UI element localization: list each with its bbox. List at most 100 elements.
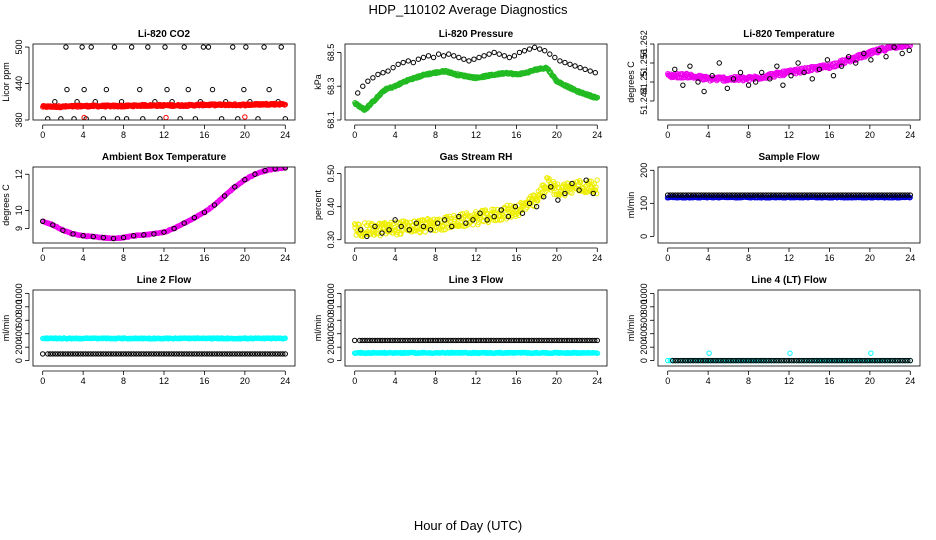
- x-tick-label: 8: [433, 253, 438, 263]
- data-point: [557, 58, 563, 64]
- data-point: [816, 66, 823, 73]
- data-point: [672, 357, 678, 364]
- data-point: [683, 192, 689, 198]
- data-point: [907, 357, 913, 364]
- data-point: [886, 192, 893, 198]
- data-point: [838, 63, 845, 69]
- data-point: [826, 357, 833, 364]
- data-point: [244, 351, 251, 357]
- data-point: [58, 116, 64, 120]
- data-point: [427, 227, 434, 233]
- data-point: [440, 337, 446, 344]
- data-point: [148, 351, 155, 357]
- data-point: [463, 337, 469, 344]
- data-point: [440, 53, 447, 59]
- data-point: [156, 351, 162, 357]
- data-point: [460, 337, 467, 344]
- data-point: [382, 337, 388, 344]
- data-point: [706, 350, 712, 356]
- x-tick-label: 20: [865, 130, 875, 140]
- data-point: [490, 337, 497, 344]
- data-point: [402, 337, 408, 344]
- x-tick-label: 20: [240, 376, 250, 386]
- data-point: [417, 337, 424, 344]
- data-point: [778, 192, 784, 198]
- x-axis: 0 4 8 12 16 20 24: [352, 370, 602, 386]
- data-point: [834, 357, 840, 364]
- data-point: [151, 351, 157, 357]
- data-point: [521, 337, 527, 344]
- data-point: [200, 44, 207, 50]
- data-point: [470, 217, 476, 223]
- x-tick-label: 8: [121, 376, 126, 386]
- data-point: [125, 351, 132, 357]
- data-point: [511, 337, 517, 344]
- chart-title: Gas Stream RH: [440, 152, 513, 163]
- data-point: [100, 234, 107, 241]
- data-point: [372, 337, 378, 344]
- data-point: [110, 351, 117, 357]
- data-point: [555, 197, 561, 203]
- data-point: [435, 337, 441, 344]
- data-point: [758, 357, 764, 364]
- data-point: [743, 357, 749, 364]
- x-tick-label: 12: [784, 253, 794, 263]
- data-point: [531, 44, 538, 51]
- data-point: [904, 44, 910, 47]
- data-point: [62, 351, 69, 357]
- y-axis-label: kPa: [313, 74, 323, 90]
- data-point: [239, 351, 246, 357]
- data-point: [384, 337, 391, 344]
- data-point: [380, 70, 386, 76]
- data-point: [835, 192, 841, 198]
- y-tick-label: 400: [14, 326, 24, 341]
- data-point: [219, 351, 225, 357]
- data-point: [163, 114, 169, 120]
- x-tick-label: 4: [706, 130, 711, 140]
- data-point: [262, 351, 268, 357]
- data-point: [907, 192, 913, 198]
- data-point: [733, 357, 739, 364]
- data-point: [470, 337, 477, 344]
- data-point: [55, 351, 61, 357]
- data-point: [889, 192, 895, 198]
- x-tick-label: 4: [81, 376, 86, 386]
- x-tick-label: 0: [352, 376, 357, 386]
- data-point: [110, 235, 117, 242]
- data-point: [52, 351, 59, 357]
- data-point: [526, 46, 533, 52]
- data-point: [130, 351, 137, 357]
- chart-panel-3: Li-820 Temperature degrees C 0 4 8 12 16 20 24 51…: [626, 29, 921, 140]
- data-point: [362, 337, 368, 344]
- data-point: [456, 213, 462, 220]
- data-point: [801, 357, 807, 364]
- data-point: [836, 357, 843, 364]
- y-tick-label: 51.262: [639, 30, 649, 58]
- y-axis: 9 10 12: [14, 169, 30, 231]
- data-point: [352, 222, 359, 228]
- data-point: [766, 357, 772, 364]
- data-point: [523, 337, 530, 344]
- data-point: [243, 44, 249, 50]
- data-point: [786, 357, 792, 364]
- data-point: [868, 192, 875, 198]
- data-point: [850, 192, 857, 198]
- data-point: [791, 357, 797, 364]
- data-point: [879, 357, 886, 364]
- data-point: [732, 192, 738, 198]
- data-point: [80, 351, 86, 357]
- data-point: [812, 192, 818, 198]
- data-point: [863, 192, 870, 198]
- data-point: [905, 357, 911, 364]
- data-point: [481, 218, 487, 224]
- data-point: [899, 192, 906, 198]
- data-point: [824, 57, 831, 63]
- data-point: [476, 54, 482, 61]
- data-point: [583, 177, 589, 183]
- data-point: [589, 337, 595, 344]
- data-point: [594, 94, 601, 101]
- data-point: [266, 86, 272, 93]
- data-point: [768, 357, 775, 364]
- data-point: [869, 357, 876, 364]
- data-point: [441, 217, 448, 223]
